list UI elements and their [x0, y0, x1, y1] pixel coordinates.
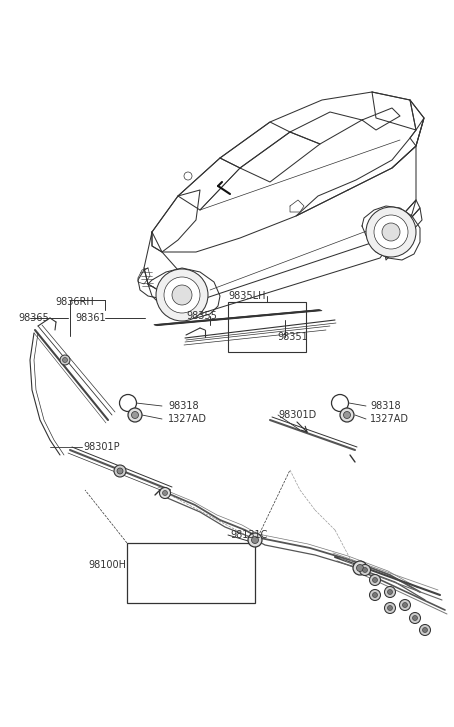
Text: 98318: 98318 [168, 401, 199, 411]
Ellipse shape [366, 207, 416, 257]
Text: 9835LH: 9835LH [228, 291, 266, 301]
Text: 98301P: 98301P [83, 442, 119, 452]
Circle shape [163, 491, 168, 496]
Circle shape [370, 574, 380, 585]
Circle shape [117, 468, 123, 474]
Circle shape [119, 395, 137, 411]
Ellipse shape [156, 269, 208, 321]
Circle shape [400, 600, 410, 611]
Bar [127, 543, 255, 603]
Text: 98318: 98318 [370, 401, 400, 411]
Circle shape [159, 488, 171, 499]
Text: 1327AD: 1327AD [370, 414, 409, 424]
Text: 1327AD: 1327AD [168, 414, 207, 424]
Circle shape [114, 465, 126, 477]
Circle shape [360, 564, 370, 576]
Circle shape [423, 627, 428, 632]
Text: 98351: 98351 [277, 332, 308, 342]
Circle shape [63, 358, 68, 363]
Circle shape [372, 593, 377, 598]
Text: 98361: 98361 [75, 313, 106, 323]
Circle shape [248, 533, 262, 547]
Circle shape [353, 561, 367, 575]
Ellipse shape [164, 277, 200, 313]
Circle shape [403, 603, 408, 608]
Text: 98131C: 98131C [230, 530, 267, 540]
Circle shape [388, 606, 393, 611]
Circle shape [60, 355, 70, 365]
Text: 98100H: 98100H [88, 560, 126, 570]
Circle shape [385, 587, 395, 598]
Circle shape [356, 564, 364, 571]
Circle shape [419, 624, 430, 635]
Circle shape [344, 411, 350, 419]
Circle shape [252, 537, 258, 544]
Circle shape [370, 590, 380, 601]
Text: 9836RH: 9836RH [55, 297, 94, 307]
Circle shape [410, 613, 420, 624]
Ellipse shape [374, 215, 408, 249]
Circle shape [132, 411, 138, 419]
Text: 98355: 98355 [186, 311, 217, 321]
Circle shape [362, 568, 367, 572]
Circle shape [128, 408, 142, 422]
Circle shape [413, 616, 418, 621]
Bar [228, 302, 306, 352]
Ellipse shape [172, 285, 192, 305]
Circle shape [372, 577, 377, 582]
Circle shape [184, 172, 192, 180]
Circle shape [388, 590, 393, 595]
Circle shape [340, 408, 354, 422]
Ellipse shape [382, 223, 400, 241]
Text: 98365: 98365 [18, 313, 49, 323]
Text: 98301D: 98301D [278, 410, 316, 420]
Circle shape [385, 603, 395, 614]
Circle shape [331, 395, 349, 411]
